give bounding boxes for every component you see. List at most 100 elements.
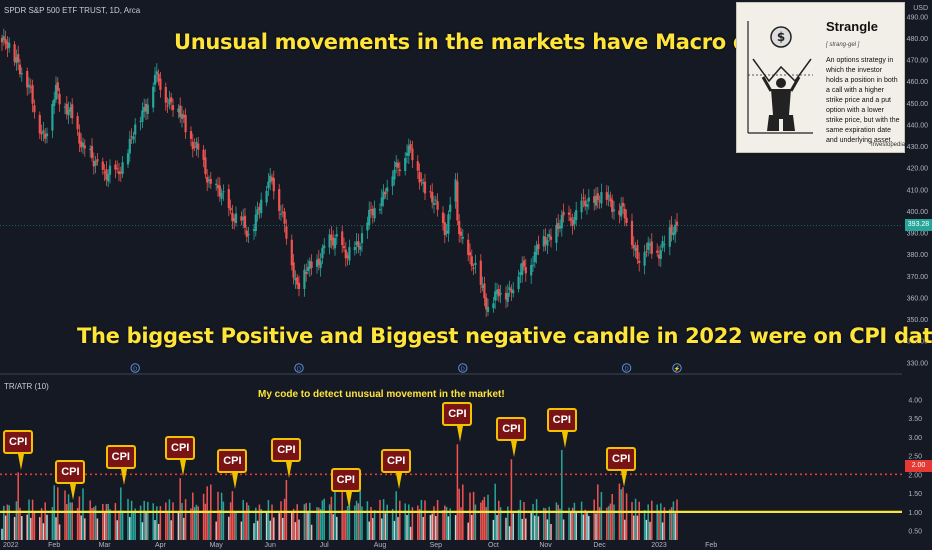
- indicator-bar: [71, 502, 73, 540]
- indicator-bar: [303, 504, 306, 540]
- indicator-bar: [532, 503, 534, 540]
- indicator-bar: [607, 506, 610, 540]
- indicator-bar: [499, 507, 502, 540]
- candle-body: [342, 246, 346, 249]
- candle-body: [132, 136, 135, 140]
- candle-body: [146, 104, 149, 114]
- candle-body: [524, 267, 527, 274]
- candle-body: [521, 262, 524, 276]
- indicator-bar: [109, 509, 111, 540]
- indicator-bar: [316, 507, 318, 540]
- price-tick-label: 410.00: [907, 187, 929, 194]
- indicator-bar: [647, 504, 649, 540]
- indicator-bar: [332, 514, 334, 540]
- indicator-bar: [512, 513, 514, 540]
- indicator-bar: [481, 500, 484, 540]
- x-tick-label: Dec: [593, 542, 606, 549]
- candle-body: [386, 187, 389, 192]
- candle-body: [296, 277, 299, 285]
- candle-body: [429, 191, 432, 193]
- candle-body: [562, 211, 565, 216]
- indicator-bar: [84, 518, 86, 540]
- candle-body: [508, 287, 511, 290]
- candle-body: [54, 84, 58, 100]
- candle-body: [152, 86, 155, 108]
- indicator-bar: [147, 501, 149, 540]
- indicator-bar: [343, 510, 345, 540]
- symbol-title[interactable]: SPDR S&P 500 ETF TRUST, 1D, Arca: [4, 6, 141, 15]
- indicator-bar: [305, 503, 307, 540]
- candle-body: [317, 258, 320, 266]
- cpi-marker-pointer: [621, 471, 628, 488]
- candle-body: [108, 165, 112, 175]
- indicator-bar: [321, 500, 324, 540]
- candle-body: [281, 211, 284, 213]
- indicator-bar: [271, 504, 273, 540]
- candle-body: [650, 241, 653, 254]
- indicator-bar: [255, 507, 257, 540]
- indicator-bar: [114, 503, 117, 540]
- indicator-bar: [386, 504, 388, 540]
- candle-body: [177, 108, 180, 113]
- card-definition: An options strategy in which the investo…: [826, 57, 900, 144]
- indicator-bar: [454, 515, 457, 540]
- candle-body: [668, 227, 671, 247]
- indicator-bar: [393, 520, 396, 540]
- price-tick-label: 490.00: [907, 14, 929, 21]
- candle-body: [355, 241, 358, 246]
- indicator-bar: [26, 514, 28, 540]
- indicator-bar: [42, 523, 45, 540]
- candle-body: [328, 234, 331, 248]
- indicator-bar: [285, 479, 288, 540]
- indicator-bar: [215, 521, 217, 540]
- indicator-bar: [444, 505, 446, 540]
- indicator-bar: [91, 508, 93, 540]
- candle-body: [512, 290, 515, 294]
- indicator-label[interactable]: TR/ATR (10): [4, 382, 49, 391]
- indicator-bar: [670, 507, 673, 540]
- cpi-marker-label: CPI: [111, 451, 130, 464]
- indicator-bar: [165, 502, 167, 540]
- indicator-bar: [634, 498, 637, 540]
- candle-body: [486, 306, 490, 312]
- candle-body: [231, 212, 234, 222]
- candle-body: [470, 256, 473, 267]
- candle-body: [605, 192, 608, 200]
- indicator-bar: [507, 506, 509, 540]
- indicator-bar: [442, 510, 444, 540]
- candle-body: [636, 245, 639, 260]
- price-tick-label: 380.00: [907, 252, 929, 259]
- indicator-bar: [645, 519, 648, 540]
- dividend-icon: [294, 363, 304, 373]
- card-brand: Investopedia: [871, 142, 906, 148]
- indicator-bar: [492, 519, 495, 540]
- price-tick-label: 430.00: [907, 144, 929, 151]
- candle-body: [393, 169, 396, 180]
- indicator-bar: [258, 504, 261, 540]
- indicator-bar: [508, 526, 511, 540]
- cpi-marker-pointer: [18, 454, 25, 471]
- x-tick-label: Mar: [99, 542, 112, 549]
- dividend-icon-glyph: D: [625, 367, 629, 373]
- candle-body: [333, 238, 337, 249]
- indicator-bar: [593, 499, 595, 540]
- candle-body: [269, 175, 272, 183]
- cpi-marker-pointer: [286, 461, 293, 478]
- indicator-bar: [116, 520, 118, 540]
- indicator-bar: [152, 503, 154, 540]
- indicator-bar: [573, 502, 576, 540]
- indicator-bar: [228, 516, 230, 540]
- candle-body: [404, 158, 407, 172]
- indicator-bar: [33, 511, 36, 540]
- candle-body: [368, 209, 371, 226]
- candle-body: [134, 124, 137, 135]
- candle-body: [265, 190, 268, 203]
- indicator-bar: [240, 521, 243, 540]
- x-tick-label: Aug: [374, 542, 387, 549]
- indicator-bar: [141, 522, 144, 540]
- candle-body: [278, 189, 281, 211]
- candle-body: [600, 192, 603, 204]
- indicator-bar: [222, 501, 225, 540]
- candle-body: [258, 206, 261, 211]
